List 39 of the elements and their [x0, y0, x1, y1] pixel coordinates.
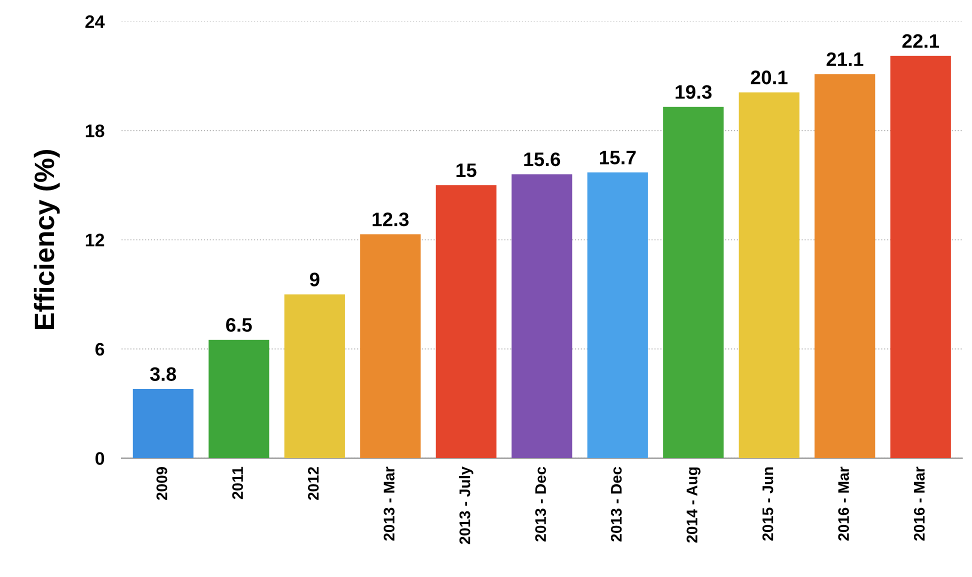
x-tick-label: 2013 - Dec: [535, 466, 546, 542]
y-tick-label: 0: [96, 452, 104, 465]
data-label: 12.3: [372, 212, 409, 226]
x-tick-label: 2015 - Jun: [762, 467, 774, 541]
bar: [512, 174, 572, 458]
bar: [663, 106, 724, 458]
x-tick-label: 2013 - Mar: [384, 466, 395, 541]
x-tick-label: 2009: [156, 467, 168, 500]
y-axis-title: Efficiency (%): [34, 150, 60, 329]
bar: [284, 294, 345, 458]
bar: [814, 74, 876, 458]
bar: [890, 56, 951, 458]
data-label: 19.3: [676, 85, 712, 99]
bar: [132, 388, 194, 458]
x-tick-label: 2013 - July: [459, 466, 474, 544]
x-tick-label: 2011: [232, 466, 244, 500]
data-label: 20.1: [750, 70, 788, 84]
y-tick-label: 12: [86, 234, 104, 246]
data-label: 3.8: [150, 367, 176, 381]
y-tick-label: 24: [85, 15, 105, 28]
data-label: 6.5: [226, 318, 252, 332]
bar: [360, 234, 421, 458]
y-tick-label: 18: [86, 124, 104, 138]
x-tick-label: 2013 - Dec: [610, 466, 622, 542]
bar: [738, 92, 800, 458]
data-label: 15.7: [600, 150, 636, 164]
bar: [208, 340, 270, 458]
data-label: 15: [456, 164, 476, 178]
x-tick-label: 2016 - Mar: [838, 466, 849, 541]
bar: [436, 185, 496, 458]
x-tick-label: 2016 - Mar: [914, 466, 925, 541]
data-label: 21.1: [826, 52, 864, 66]
y-tick-label: 6: [95, 342, 104, 356]
data-label: 9: [310, 272, 320, 286]
data-label: 15.6: [524, 152, 560, 166]
data-label: 22.1: [902, 34, 939, 48]
x-tick-label: 2014 - Aug: [686, 467, 701, 543]
x-tick-label: 2012: [308, 467, 319, 500]
bar: [587, 172, 648, 458]
